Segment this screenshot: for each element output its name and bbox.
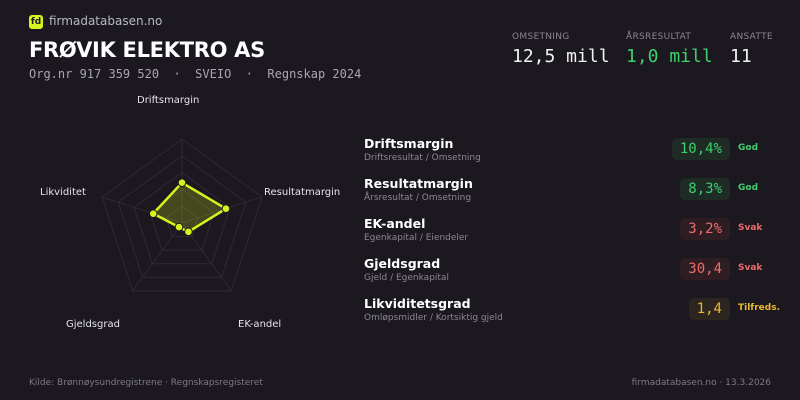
metric-status: God: [738, 183, 759, 193]
metric-row: Likviditetsgrad Omløpsmidler / Kortsikti…: [364, 296, 784, 332]
radar-spoke: [101, 196, 183, 224]
radar-ring: [149, 188, 215, 251]
kpi-omsetning: OMSETNING 12,5 mill: [512, 32, 610, 67]
radar-point: [177, 178, 187, 187]
metric-name: Resultatmargin: [364, 176, 473, 191]
radar-label-gjeldsgrad: Gjeldsgrad: [66, 319, 120, 330]
kpi-value: 1,0 mill: [626, 46, 713, 67]
metric-name: Likviditetsgrad: [364, 296, 471, 311]
metric-status: Tilfreds.: [738, 303, 780, 313]
metric-status: Svak: [738, 263, 763, 273]
logo: fd: [29, 15, 43, 29]
radar-label-ek-andel: EK-andel: [238, 319, 282, 330]
metric-value: 3,2%: [680, 218, 730, 240]
radar-label-driftsmargin: Driftsmargin: [137, 95, 200, 106]
metric-row: Gjeldsgrad Gjeld / Egenkapital 30,4 Svak: [364, 256, 784, 292]
site-name[interactable]: firmadatabasen.no: [49, 14, 163, 28]
metric-formula: Gjeld / Egenkapital: [364, 273, 449, 283]
metric-formula: Årsresultat / Omsetning: [364, 193, 472, 203]
metric-value: 10,4%: [671, 138, 730, 160]
radar-ring: [101, 138, 263, 292]
metric-name: Gjeldsgrad: [364, 256, 441, 271]
kpi-value: 11: [730, 46, 752, 67]
radar-chart: [101, 138, 263, 292]
radar-spoke: [132, 222, 183, 292]
metric-row: Driftsmargin Driftsresultat / Omsetning …: [364, 136, 784, 172]
kpi-ansatte: ANSATTE 11: [730, 32, 773, 67]
radar-ring: [117, 155, 247, 278]
footer-right: firmadatabasen.no · 13.3.2026: [631, 378, 771, 388]
metric-value: 8,3%: [680, 178, 730, 200]
radar-ring: [165, 205, 199, 238]
metric-row: Resultatmargin Årsresultat / Omsetning 8…: [364, 176, 784, 212]
radar-label-likviditet: Likviditet: [40, 187, 86, 198]
radar-point: [221, 204, 231, 214]
radar-label-resultatmargin: Resultatmargin: [264, 187, 341, 198]
metric-value: 30,4: [680, 258, 730, 280]
metric-formula: Egenkapital / Eiendeler: [364, 233, 469, 243]
radar-area: [151, 181, 228, 234]
radar-ring: [133, 171, 231, 265]
company-name: FRØVIK ELEKTRO AS: [29, 38, 265, 62]
kpi-label: ÅRSRESULTAT: [626, 32, 692, 42]
footer-source: Kilde: Brønnøysundregistrene · Regnskaps…: [29, 378, 263, 388]
kpi-label: OMSETNING: [512, 32, 570, 42]
metric-name: EK-andel: [364, 216, 426, 231]
radar-point: [148, 209, 158, 218]
kpi-value: 12,5 mill: [512, 46, 610, 67]
metric-formula: Driftsresultat / Omsetning: [364, 153, 481, 163]
radar-point: [174, 222, 184, 232]
radar-point: [184, 227, 193, 237]
metric-row: EK-andel Egenkapital / Eiendeler 3,2% Sv…: [364, 216, 784, 252]
company-subtitle: Org.nr 917 359 520 · SVEIO · Regnskap 20…: [29, 67, 362, 81]
metric-status: God: [738, 143, 759, 153]
kpi-label: ANSATTE: [730, 32, 773, 42]
metric-value: 1,4: [688, 298, 730, 320]
metric-formula: Omløpsmidler / Kortsiktig gjeld: [364, 313, 503, 323]
kpi-arsresultat: ÅRSRESULTAT 1,0 mill: [626, 32, 713, 67]
metric-name: Driftsmargin: [364, 136, 454, 151]
metric-status: Svak: [738, 223, 763, 233]
